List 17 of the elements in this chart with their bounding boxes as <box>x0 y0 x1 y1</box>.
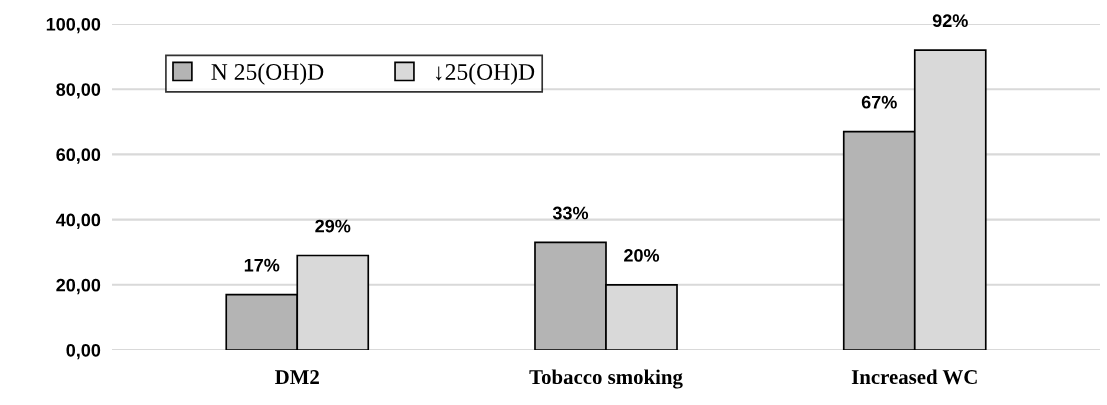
data-label: 17% <box>244 258 280 272</box>
y-tick-label: 0,00 <box>66 343 101 360</box>
x-tick-label: Increased WC <box>851 369 977 385</box>
x-tick-label: Tobacco smoking <box>529 369 683 389</box>
y-tick-label: 40,00 <box>55 213 101 229</box>
legend-label: ↓25(OH)D <box>435 63 535 85</box>
y-tick-label: 80,00 <box>56 83 101 99</box>
legend-label: N 25(OH)D <box>211 63 324 85</box>
data-label: 67% <box>861 95 897 109</box>
data-label: 20% <box>624 249 660 262</box>
y-tick-label: 60,00 <box>56 148 101 164</box>
y-tick-label: 20,00 <box>56 278 101 295</box>
data-label: 33% <box>552 206 589 220</box>
y-tick-label: 100,00 <box>46 17 101 34</box>
x-tick-label: DM2 <box>275 370 319 384</box>
data-label: 92% <box>932 14 968 28</box>
data-label: 29% <box>315 219 351 233</box>
